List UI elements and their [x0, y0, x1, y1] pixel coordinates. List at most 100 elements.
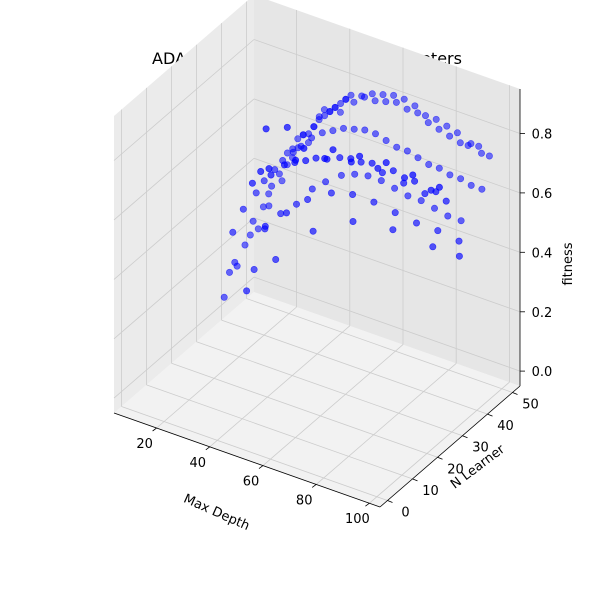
scatter-point [412, 219, 420, 227]
scatter-point [329, 146, 337, 154]
scatter-point [403, 147, 411, 155]
scatter-point [268, 182, 276, 190]
scatter-point [337, 171, 345, 179]
scatter-point [254, 225, 262, 233]
scatter-point [246, 231, 254, 239]
scatter-point [283, 123, 291, 131]
scatter-point [389, 167, 397, 175]
scatter-point [478, 185, 486, 193]
z-grid-left [113, 39, 255, 161]
scatter-point [409, 171, 417, 179]
y-grid-floor [171, 362, 438, 458]
z-grid-back [253, 98, 521, 194]
z-grid-left [113, 157, 255, 280]
x-tick-mark [205, 446, 211, 451]
x-grid-floor [156, 306, 297, 429]
scatter-point [467, 140, 475, 148]
scatter-point [382, 137, 390, 145]
y-tick-mark [412, 478, 418, 482]
scatter-point [382, 98, 390, 106]
scatter-point [265, 190, 273, 198]
y-axis-line [379, 385, 521, 508]
scatter-point [368, 90, 376, 98]
z-tick-label: 0.0 [532, 365, 553, 380]
scatter-point [432, 115, 440, 123]
scatter-point [261, 222, 269, 230]
x-grid-floor [262, 344, 404, 466]
scatter-point [444, 212, 452, 220]
scatter-point [364, 172, 372, 180]
scatter-point [294, 135, 302, 143]
x-tick-label: 60 [243, 475, 260, 490]
y-tick-label: 50 [522, 398, 539, 413]
scatter-point [321, 155, 329, 163]
z-grid-back [253, 217, 521, 313]
scatter-point [425, 161, 433, 169]
scatter-point [435, 125, 443, 133]
scatter-point [326, 108, 334, 116]
scatter-point [361, 126, 369, 134]
scatter-point [265, 202, 273, 210]
axes-panes [114, 0, 520, 507]
y-tick-label: 30 [472, 441, 489, 456]
z-axis-label: fitness [561, 242, 576, 285]
x-grid-floor [209, 325, 351, 448]
scatter-point [349, 218, 357, 226]
scatter-point [220, 293, 228, 301]
scatter-point [331, 104, 339, 112]
scatter-point [350, 98, 358, 106]
scatter-point [379, 91, 387, 99]
scatter-point [414, 109, 422, 117]
y-tick-label: 20 [447, 462, 464, 477]
z-tick-label: 0.8 [532, 128, 553, 143]
scatter-point [477, 149, 485, 157]
scatter-point [337, 100, 345, 108]
scatter-point [308, 185, 316, 193]
scatter-point [356, 152, 364, 160]
scatter-point [382, 159, 390, 167]
x-tick-label: 100 [345, 512, 370, 527]
scatter-point [302, 157, 310, 165]
scatter-point [312, 154, 320, 162]
back-pane [254, 0, 520, 386]
scatter-point [485, 152, 493, 160]
scatter-point [292, 156, 300, 164]
y-tick-mark [512, 392, 518, 395]
scatter-point [275, 170, 283, 178]
scatter-point [467, 181, 475, 189]
z-tick-label: 0.6 [532, 187, 553, 202]
scatter-point [389, 226, 397, 234]
scatter-point [435, 164, 443, 172]
scatter-point [351, 170, 359, 178]
scatter-point [417, 197, 425, 205]
scatter-point [250, 265, 258, 273]
scatter-point [318, 129, 326, 137]
scatter-point [336, 108, 344, 116]
scatter-point [347, 158, 355, 166]
x-tick-mark [258, 465, 264, 469]
floor-pane [114, 292, 520, 507]
scatter-point [243, 287, 251, 295]
scatter-point [262, 125, 270, 133]
z-grid-back [253, 39, 521, 134]
y-tick-label: 40 [497, 419, 514, 434]
scatter-point [368, 159, 376, 167]
axis-lines [113, 89, 521, 508]
scatter-point [289, 148, 297, 156]
grid-lines [113, 1, 521, 504]
scatter-point [272, 255, 280, 263]
z-grid-left [113, 276, 255, 399]
scatter-point [434, 227, 442, 235]
y-tick-label: 10 [422, 484, 439, 499]
scatter-point [421, 112, 429, 120]
y-tick-mark [437, 456, 443, 460]
scatter-point [342, 95, 350, 103]
scatter-point [349, 191, 357, 199]
scatter-point [446, 171, 454, 179]
scatter-point [453, 129, 461, 137]
scatter-point [411, 177, 419, 185]
scatter-point [371, 97, 379, 105]
z-grid-back [253, 157, 521, 253]
scatter-point [414, 154, 422, 162]
y-tick-mark [487, 413, 493, 417]
